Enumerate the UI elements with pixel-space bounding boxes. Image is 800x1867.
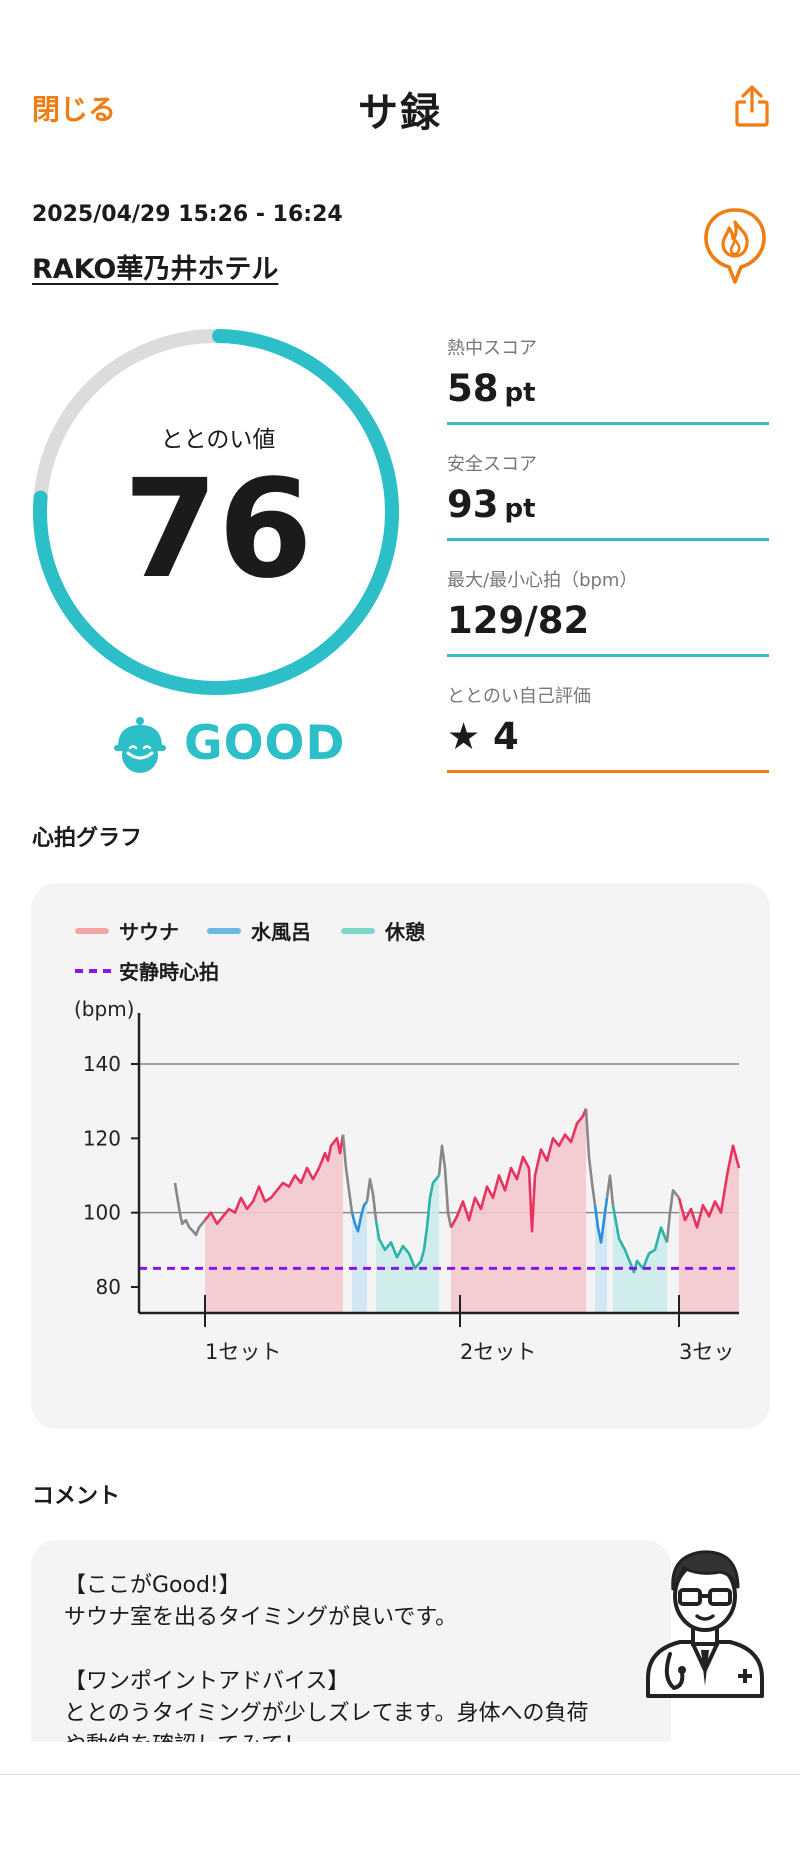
bottom-bar	[0, 1742, 800, 1867]
legend-label: 安静時心拍	[119, 960, 219, 984]
x-tick-label: 3セッ	[679, 1340, 734, 1364]
legend-sauna: サウナ	[75, 916, 179, 945]
doctor-avatar-icon	[640, 1538, 770, 1698]
stat-value: 129/82	[447, 599, 590, 642]
x-tick-label: 2セット	[460, 1340, 536, 1364]
heart-graph-card	[31, 883, 770, 1429]
y-axis-label: (bpm)	[74, 997, 134, 1021]
mizuburo-area	[352, 1201, 367, 1313]
facility-link[interactable]: RAKO華乃井ホテル	[32, 254, 279, 285]
comment-title: コメント	[32, 1484, 121, 1509]
stat-label: 熱中スコア	[447, 338, 537, 359]
stat-underline	[447, 770, 769, 773]
stat-netchu-score: 熱中スコア 58 pt	[447, 334, 769, 425]
other-line	[605, 1174, 615, 1206]
heart-graph-title: 心拍グラフ	[32, 826, 143, 851]
x-tick-label: 1セット	[205, 1340, 281, 1364]
stat-value: ★ 4	[447, 715, 519, 758]
legend-mizuburo: 水風呂	[207, 916, 311, 945]
mizuburo-line	[593, 1197, 609, 1244]
stat-label: 最大/最小心拍（bpm）	[447, 570, 638, 591]
legend-label: 水風呂	[251, 920, 311, 944]
sauna-area	[451, 1108, 586, 1313]
gauge-label: ととのい値	[160, 427, 276, 453]
stat-self-rating[interactable]: ととのい自己評価 ★ 4	[447, 682, 769, 773]
y-tick-label: 100	[83, 1201, 121, 1225]
legend-label: サウナ	[119, 920, 179, 944]
bottom-divider	[0, 1774, 800, 1775]
stat-heart-rate: 最大/最小心拍（bpm） 129/82	[447, 566, 769, 657]
other-line	[437, 1144, 453, 1228]
fire-pin-icon[interactable]	[702, 206, 768, 288]
close-button[interactable]: 閉じる	[32, 93, 117, 126]
rest-line	[374, 1174, 441, 1270]
sauna-line	[449, 1108, 588, 1233]
comment-text: 【ここがGood!】 サウナ室を出るタイミングが良いです。 【ワンポイントアドバ…	[64, 1573, 589, 1758]
legend-label: 休憩	[385, 920, 425, 944]
y-tick-label: 140	[83, 1052, 121, 1076]
y-tick-label: 80	[96, 1275, 121, 1299]
rest-line	[611, 1205, 669, 1274]
legend-dash	[75, 968, 111, 973]
session-datetime: 2025/04/29 15:26 - 16:24	[32, 202, 343, 227]
sauna-line	[677, 1144, 741, 1229]
mizuburo-line	[350, 1200, 369, 1233]
sauna-line	[203, 1134, 345, 1226]
stat-label: 安全スコア	[447, 454, 537, 475]
legend-swatch	[207, 927, 241, 934]
stat-label: ととのい自己評価	[447, 686, 591, 707]
legend-resting-hr: 安静時心拍	[75, 956, 219, 985]
other-line	[665, 1189, 681, 1243]
share-icon[interactable]	[734, 84, 770, 128]
other-line	[173, 1182, 207, 1237]
page-title: サ録	[358, 90, 442, 136]
smiling-character-icon	[112, 715, 168, 775]
stat-underline	[447, 422, 769, 425]
stat-value: 58 pt	[447, 367, 536, 410]
rest-area	[376, 1175, 439, 1313]
legend-swatch	[341, 927, 375, 934]
stat-safety-score: 安全スコア 93 pt	[447, 450, 769, 541]
other-line	[584, 1108, 597, 1206]
other-line	[341, 1134, 354, 1213]
rating-label: GOOD	[184, 716, 346, 771]
legend-swatch	[75, 927, 109, 934]
stat-underline	[447, 538, 769, 541]
stat-value: 93 pt	[447, 483, 536, 526]
y-tick-label: 120	[83, 1126, 121, 1150]
rest-area	[613, 1205, 667, 1313]
heart-rate-chart: (bpm) 80 100 120 140 1セット 2セット 3セッ	[74, 997, 741, 1364]
sauna-area	[679, 1145, 739, 1313]
stat-underline	[447, 654, 769, 657]
other-line	[365, 1177, 378, 1221]
gauge-value: 76	[123, 451, 313, 609]
legend-rest: 休憩	[341, 916, 425, 945]
totonoi-gauge	[32, 329, 399, 695]
